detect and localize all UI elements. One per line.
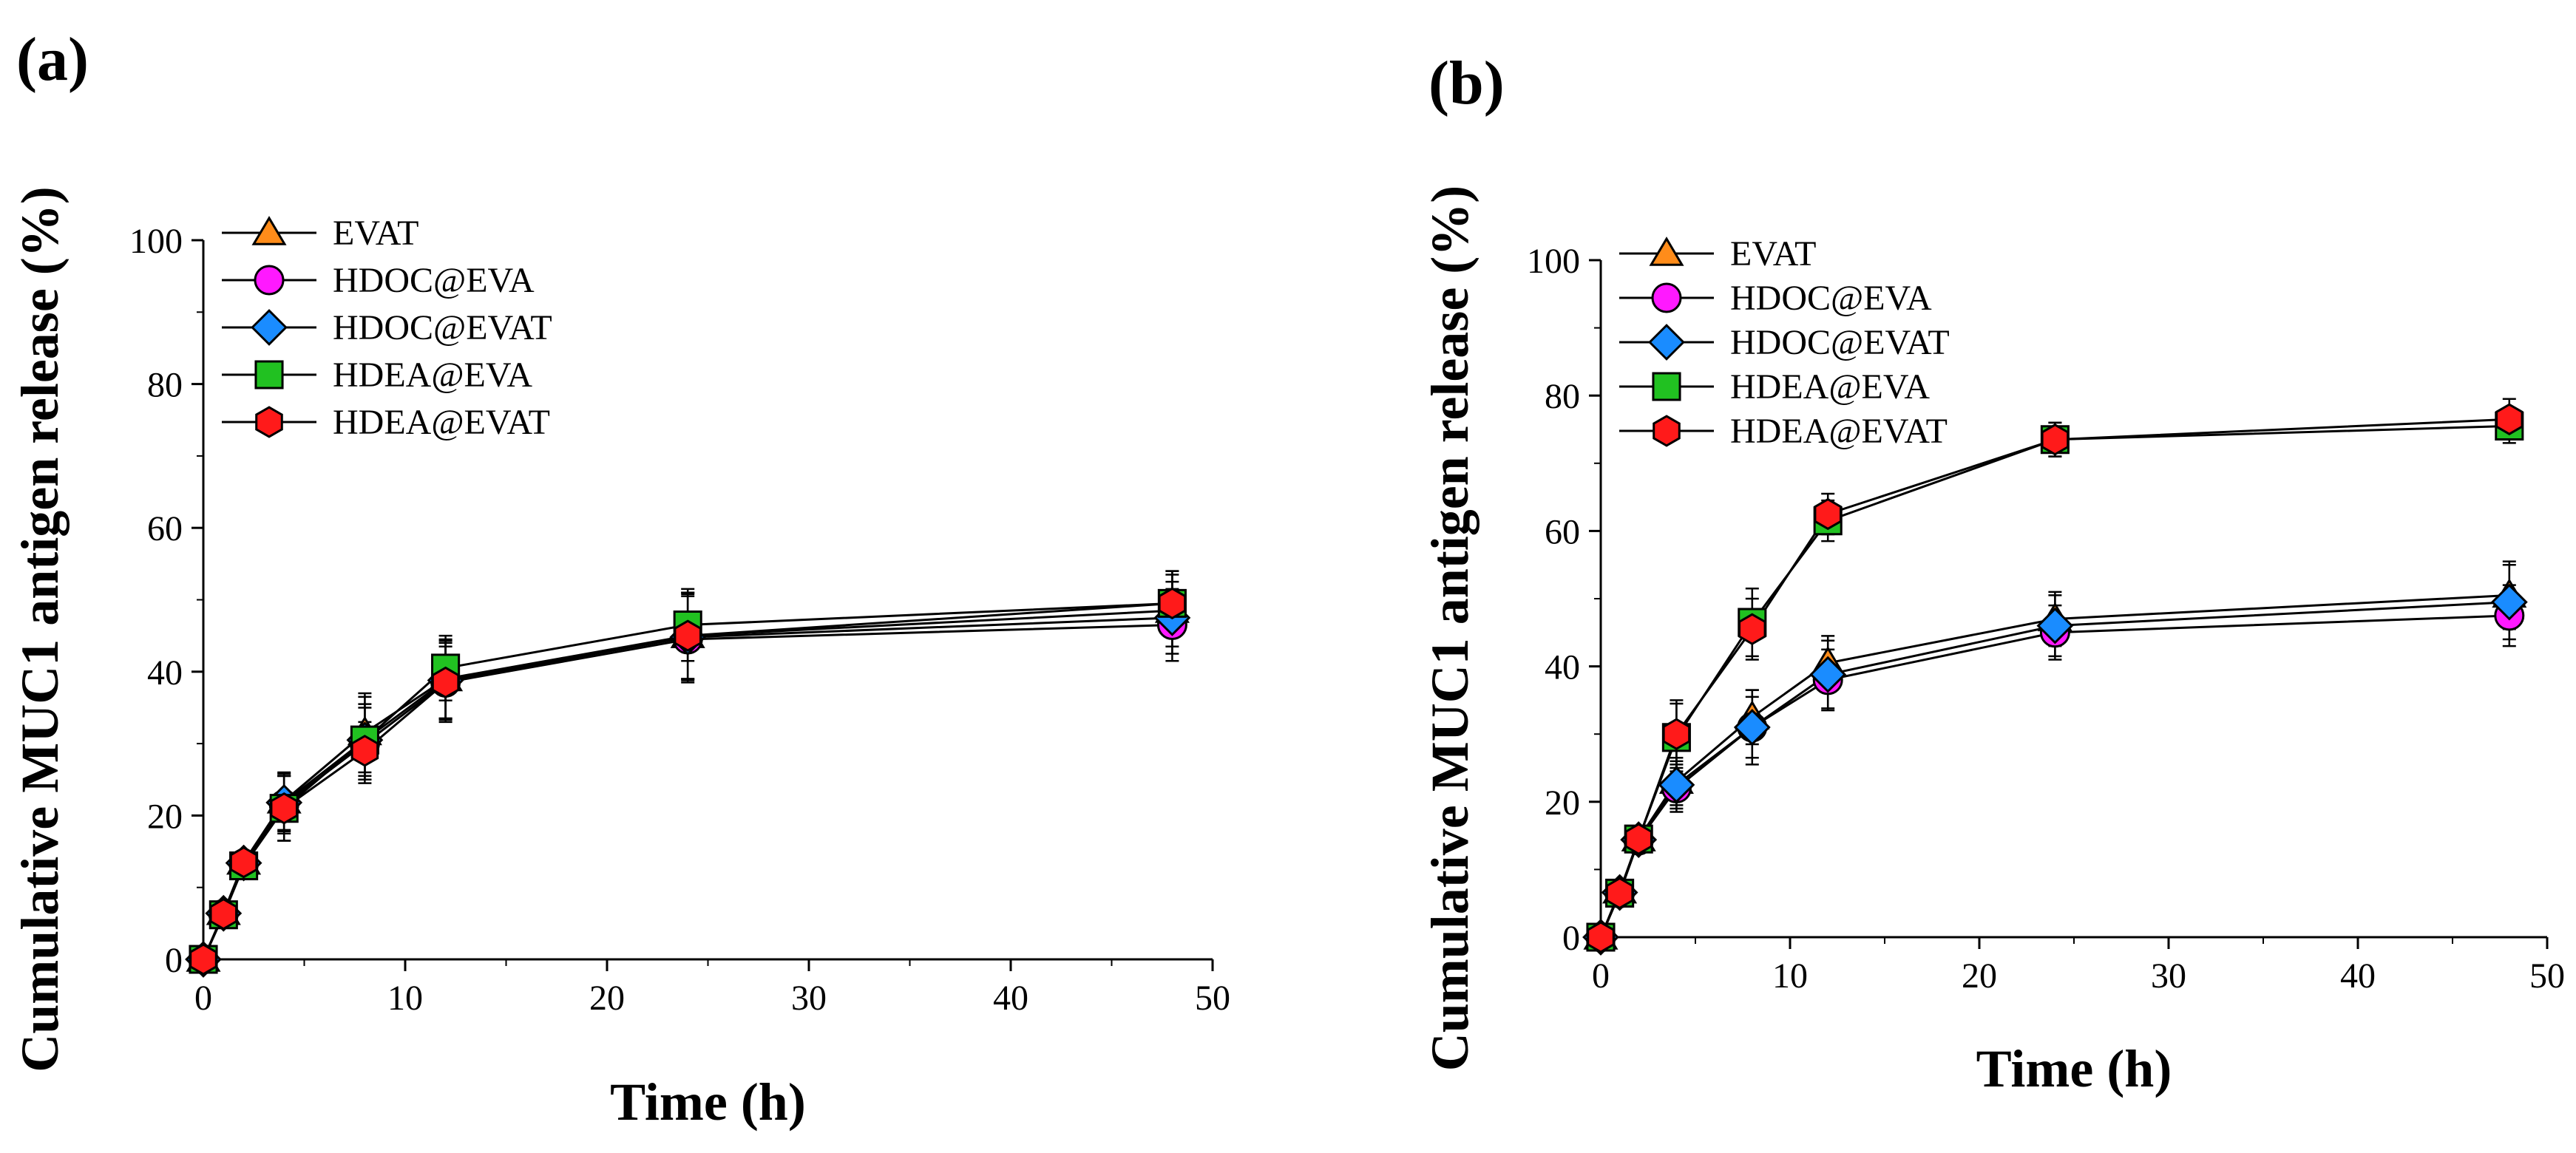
panel-a-x-tick-label: 10	[387, 979, 423, 1018]
panel-label-b: (b)	[1428, 49, 1505, 118]
panel-b-legend-label-hdoc-eva: HDOC@EVA	[1730, 279, 1932, 318]
panel-b-y-tick-label: 100	[1527, 242, 1580, 281]
panel-a-point-hdea-evat	[189, 943, 217, 976]
panel-b-y-tick-label: 80	[1545, 377, 1580, 416]
panel-b-point-hdoc-evat	[1809, 656, 1847, 693]
panel-a-y-tick-label: 40	[147, 653, 183, 693]
panel-a-legend-marker-hdea-eva	[254, 360, 284, 390]
panel-a-x-tick-label: 0	[194, 979, 212, 1018]
panel-b-y-tick-label: 0	[1562, 919, 1580, 958]
panel-b-point-hdea-evat	[2041, 424, 2070, 456]
panel-a-y-tick-label: 20	[147, 797, 183, 836]
panel-a-point-hdea-evat	[270, 792, 298, 825]
panel-b-y-tick-label: 60	[1545, 512, 1580, 551]
panel-label-a: (a)	[16, 25, 89, 94]
panel-b-x-tick-label: 10	[1772, 956, 1808, 996]
panel-a-point-hdea-evat	[209, 898, 238, 931]
panel-a-point-hdea-evat	[229, 846, 258, 879]
panel-b-legend-marker-hdea-evat	[1653, 415, 1681, 447]
panel-b-series-line-hdea-evat	[1599, 418, 2509, 938]
panel-b-y-tick-label: 40	[1545, 648, 1580, 687]
panel-b-point-hdea-evat	[1814, 497, 1842, 531]
panel-b-y-tick-label: 20	[1545, 783, 1580, 823]
panel-b-point-hdea-evat	[2495, 403, 2524, 435]
panel-a-y-axis-title: Cumulative MUC1 antigen release (%)	[10, 186, 70, 1072]
panel-b-x-tick-label: 50	[2529, 956, 2565, 996]
panel-b-point-hdea-evat	[1605, 877, 1634, 910]
panel-b-x-tick-label: 0	[1592, 956, 1610, 996]
panel-a-x-tick-label: 30	[791, 979, 827, 1018]
panel-b-series-line-hdea-eva	[1599, 424, 2509, 938]
panel-b-x-tick-label: 20	[1962, 956, 1997, 996]
panel-b-point-hdoc-evat	[1658, 766, 1695, 803]
panel-b-point-hdea-evat	[1738, 613, 1766, 645]
panel-b-legend-marker-hdoc-evat	[1648, 324, 1685, 361]
panel-b-point-hdea-evat	[1587, 921, 1615, 953]
panel-a-legend-label-hdea-eva: HDEA@EVA	[333, 356, 532, 395]
panel-a-legend-label-hdoc-eva: HDOC@EVA	[333, 261, 535, 300]
panel-a-y-tick-label: 60	[147, 509, 183, 548]
panel-a-y-tick-label: 0	[165, 941, 183, 980]
panel-b-legend-label-hdea-eva: HDEA@EVA	[1730, 367, 1930, 407]
panel-a-legend-marker-hdea-evat	[255, 406, 283, 438]
panel-b-x-tick-label: 40	[2340, 956, 2376, 996]
panel-b-legend-label-evat: EVAT	[1730, 234, 1816, 273]
panel-a-legend-label-hdoc-evat: HDOC@EVAT	[333, 308, 552, 347]
panel-a-legend-marker-hdoc-evat	[251, 309, 288, 346]
panel-a-x-axis-title: Time (h)	[610, 1072, 806, 1132]
panel-a-x-tick-label: 20	[589, 979, 625, 1018]
panel-b-y-axis-title: Cumulative MUC1 antigen release (%)	[1420, 186, 1479, 1071]
panel-a-point-hdea-evat	[431, 666, 460, 699]
panel-b-point-hdea-evat	[1624, 823, 1653, 855]
panel-a-x-tick-label: 50	[1195, 979, 1230, 1018]
panel-a-chart: 0 20 40 60 80 100 0 10 20 30 40 50 Time (h) Cumulativ…	[10, 186, 1230, 1132]
panel-b-series-line-hdoc-eva	[1599, 614, 2509, 938]
panel-a-point-hdea-evat	[350, 735, 379, 767]
panel-b-legend-marker-hdea-eva	[1652, 372, 1681, 401]
panel-a-point-hdea-evat	[674, 619, 702, 652]
panel-b-point-hdoc-evat	[2490, 583, 2528, 621]
panel-a-legend-label-hdea-evat: HDEA@EVAT	[333, 403, 550, 442]
panel-a-y-tick-label: 80	[147, 366, 183, 405]
panel-a-legend-marker-hdoc-eva	[254, 265, 285, 296]
panel-b-x-tick-label: 30	[2151, 956, 2186, 996]
panel-a-legend-label-evat: EVAT	[333, 214, 418, 253]
panel-b-point-hdoc-evat	[2036, 607, 2074, 644]
panel-a-point-hdea-evat	[1158, 587, 1187, 620]
panel-b-point-hdoc-evat	[1733, 709, 1771, 746]
panel-b-x-axis-title: Time (h)	[1976, 1039, 2172, 1098]
panel-b-point-hdea-evat	[1662, 718, 1691, 750]
panel-a-x-tick-label: 40	[993, 979, 1028, 1018]
panel-a-y-tick-label: 100	[129, 222, 183, 261]
panel-b-legend-marker-evat	[1649, 237, 1684, 266]
panel-b-legend-label-hdea-evat: HDEA@EVAT	[1730, 412, 1948, 451]
panel-b-legend-marker-hdoc-eva	[1651, 282, 1682, 313]
panel-b-legend-label-hdoc-evat: HDOC@EVAT	[1730, 323, 1950, 362]
panel-a-legend-marker-evat	[251, 216, 287, 245]
panel-b-chart: 0 20 40 60 80 100 0 10 20 30 40 50 Time (h) Cumulativ…	[1420, 186, 2565, 1098]
